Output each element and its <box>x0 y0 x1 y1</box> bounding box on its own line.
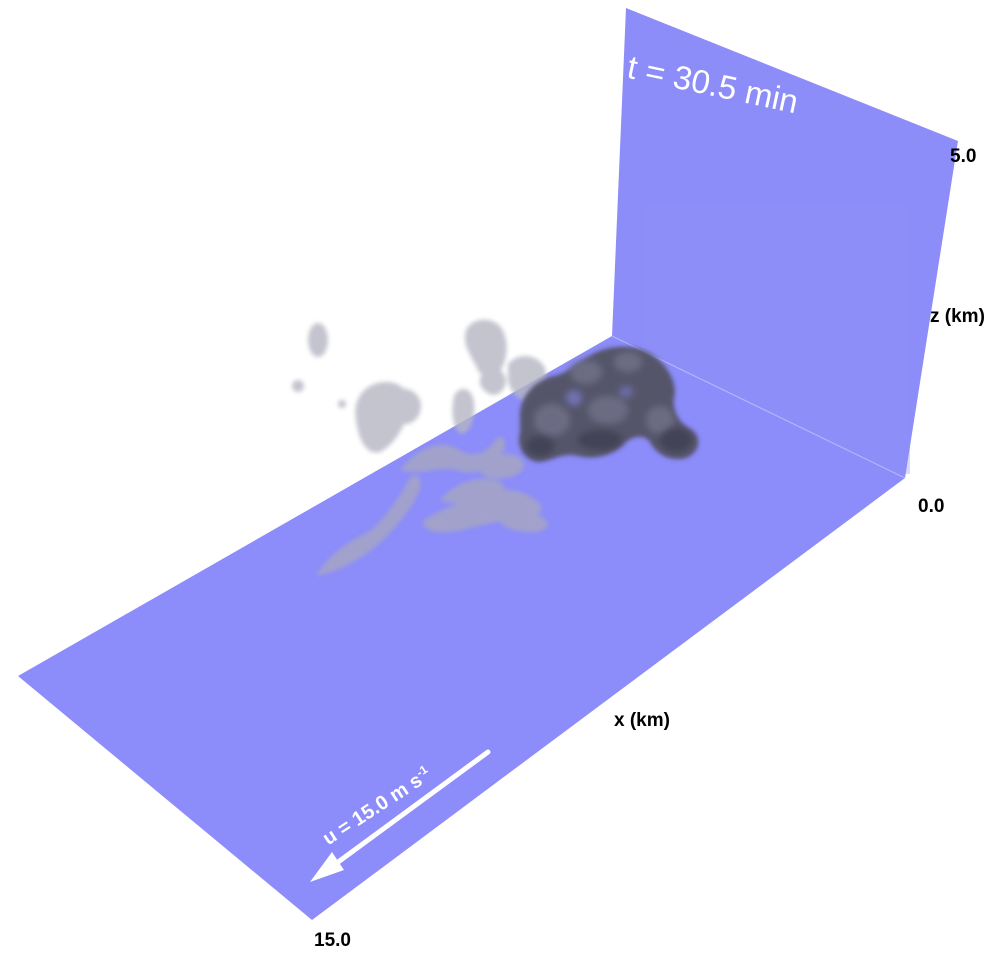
x-axis-title: x (km) <box>614 710 670 731</box>
z-axis-max-label: 5.0 <box>950 146 977 167</box>
z-axis-title: z (km) <box>930 306 985 327</box>
z-axis-min-label: 0.0 <box>918 496 945 517</box>
plume-dense-shadows <box>526 386 692 456</box>
plume-faint-isosurface <box>316 436 548 576</box>
wind-arrow <box>310 749 491 882</box>
plume-faint-upper-blobs <box>292 319 547 453</box>
plume-dense-highlights <box>534 352 674 436</box>
wall-floor-edge <box>611 335 906 479</box>
floor-plane <box>18 336 905 920</box>
back-wall-plane <box>612 8 958 478</box>
x-axis-max-label: 15.0 <box>314 930 351 951</box>
